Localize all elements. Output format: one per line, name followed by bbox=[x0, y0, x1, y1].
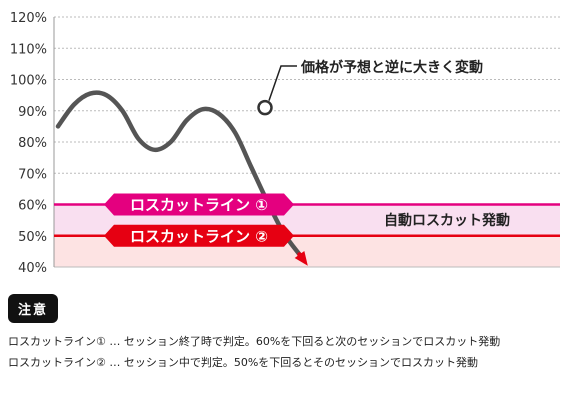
loss-cut-label-bg-1 bbox=[104, 193, 294, 216]
y-tick-label: 70% bbox=[18, 167, 47, 182]
y-tick-label: 40% bbox=[18, 261, 47, 276]
loss-cut-label-1: ロスカットライン ① bbox=[130, 196, 268, 214]
y-tick-label: 50% bbox=[18, 230, 47, 245]
y-axis-tick-labels: 120% 110% 100% 90% 80% 70% 60% 50% 40% bbox=[10, 11, 47, 276]
note-line-1: ロスカットライン① … セッション終了時で判定。60%を下回ると次のセッションで… bbox=[8, 335, 501, 348]
y-tick-label: 80% bbox=[18, 136, 47, 151]
annotation-marker bbox=[257, 65, 297, 116]
y-tick-label: 100% bbox=[10, 74, 47, 89]
notes-badge: 注意 bbox=[8, 294, 59, 323]
y-tick-label: 90% bbox=[18, 105, 47, 120]
loss-cut-label-2: ロスカットライン ② bbox=[130, 227, 268, 245]
annotation-circle bbox=[257, 99, 273, 116]
annotation-text: 価格が予想と逆に大きく変動 bbox=[300, 59, 483, 76]
y-tick-label: 110% bbox=[10, 42, 47, 57]
chart: 120% 110% 100% 90% 80% 70% 60% 50% 40% ロスカットライン … bbox=[10, 11, 560, 276]
series-line bbox=[55, 90, 308, 266]
band-label: 自動ロスカット発動 bbox=[384, 212, 510, 229]
notes-section: 注意 ロスカットライン① … セッション終了時で判定。60%を下回ると次のセッシ… bbox=[8, 294, 560, 369]
arrow-head bbox=[294, 250, 308, 266]
y-tick-label: 120% bbox=[10, 11, 47, 26]
y-tick-label: 60% bbox=[18, 199, 47, 214]
note-line-2: ロスカットライン② … セッション中で判定。50%を下回るとそのセッションでロス… bbox=[8, 356, 478, 369]
price-line bbox=[55, 90, 302, 257]
annotation-leader bbox=[268, 65, 297, 101]
loss-cut-label-bg-2 bbox=[104, 224, 294, 247]
line-labels: ロスカットライン ① ロスカットライン ② bbox=[104, 193, 294, 247]
